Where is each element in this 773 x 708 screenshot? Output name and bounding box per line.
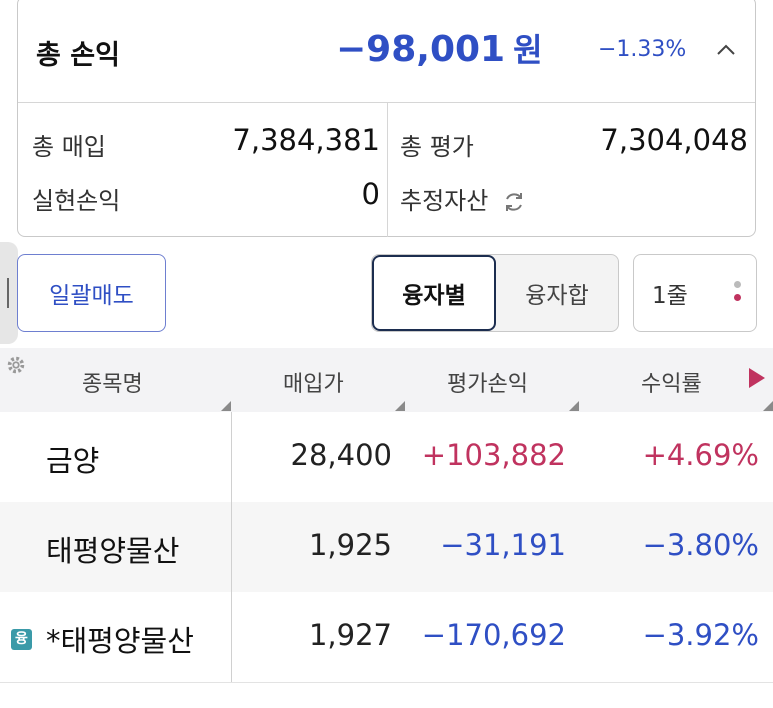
sort-corner-icon <box>569 401 579 411</box>
scroll-right-arrow-icon[interactable] <box>749 368 765 388</box>
stock-name: *태평양물산 <box>46 624 194 658</box>
total-purchase-label: 총 매입 <box>32 133 106 161</box>
header-purchase-price[interactable]: 매입가 <box>283 372 344 397</box>
sort-corner-icon <box>763 401 773 411</box>
table-row[interactable]: 금양 28,400 +103,882 +4.69% <box>0 412 773 502</box>
refresh-icon[interactable] <box>502 190 526 214</box>
bulk-sell-button[interactable]: 일괄매도 <box>17 254 166 332</box>
total-profit-amount: −98,001 원 <box>336 25 543 71</box>
line-mode-button[interactable]: 1줄 <box>633 254 757 332</box>
gear-icon[interactable] <box>5 354 27 376</box>
estimated-assets[interactable]: 추정자산 <box>400 181 526 216</box>
loan-sum-tab[interactable]: 융자합 <box>525 283 589 309</box>
summary-header[interactable]: 총 손익 −98,001 원 −1.33% <box>18 0 755 103</box>
realized-pnl-value: 0 <box>361 177 380 211</box>
by-loan-tab[interactable]: 융자별 <box>372 255 496 331</box>
header-stock-name[interactable]: 종목명 <box>82 372 143 397</box>
purchase-price: 28,400 <box>290 438 392 472</box>
header-eval-pnl[interactable]: 평가손익 <box>447 372 528 397</box>
return-rate: +4.69% <box>642 438 759 472</box>
summary-divider <box>387 103 388 237</box>
loan-view-toggle: 융자별 융자합 <box>371 254 619 332</box>
loan-badge: 융 <box>11 629 32 650</box>
table-header: 종목명 매입가 평가손익 수익률 <box>0 348 773 412</box>
total-purchase-value: 7,384,381 <box>232 123 380 157</box>
eval-pnl: −31,191 <box>440 528 566 562</box>
purchase-price: 1,925 <box>308 528 392 562</box>
total-eval-label: 총 평가 <box>400 133 474 161</box>
estimated-assets-label: 추정자산 <box>400 187 489 215</box>
eval-pnl: +103,882 <box>421 438 566 472</box>
table-bottom-divider <box>0 682 773 683</box>
total-eval-value: 7,304,048 <box>600 123 748 157</box>
table-row[interactable]: 태평양물산 1,925 −31,191 −3.80% <box>0 502 773 592</box>
profit-summary-card: 총 손익 −98,001 원 −1.33% 총 매입 7,384,381 실현손익… <box>17 0 756 237</box>
column-divider <box>231 412 232 682</box>
side-drawer-handle[interactable] <box>0 242 18 344</box>
eval-pnl: −170,692 <box>421 618 566 652</box>
realized-pnl-label: 실현손익 <box>32 187 121 215</box>
more-dots-icon <box>734 281 742 307</box>
line-mode-label: 1줄 <box>652 283 688 309</box>
stock-name: 금양 <box>46 444 100 478</box>
return-rate: −3.80% <box>642 528 759 562</box>
table-row[interactable]: 융 *태평양물산 1,927 −170,692 −3.92% <box>0 592 773 682</box>
chevron-up-icon[interactable] <box>715 39 737 61</box>
profit-amount-value: −98,001 <box>336 29 506 70</box>
header-return-rate[interactable]: 수익률 <box>641 372 702 397</box>
summary-title: 총 손익 <box>36 40 120 71</box>
purchase-price: 1,927 <box>308 618 392 652</box>
sort-corner-icon <box>395 401 405 411</box>
stock-name: 태평양물산 <box>46 534 180 568</box>
profit-unit: 원 <box>513 31 543 69</box>
total-profit-rate: −1.33% <box>598 37 687 62</box>
sort-corner-icon <box>221 401 231 411</box>
return-rate: −3.92% <box>642 618 759 652</box>
